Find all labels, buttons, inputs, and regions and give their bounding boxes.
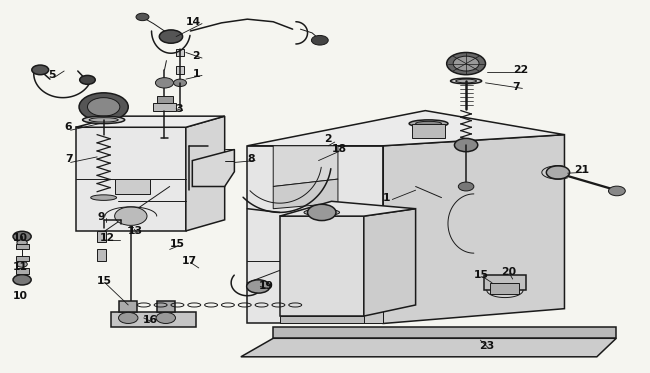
Polygon shape bbox=[111, 312, 196, 327]
Text: 23: 23 bbox=[479, 341, 494, 351]
Polygon shape bbox=[16, 244, 29, 250]
Text: 18: 18 bbox=[332, 144, 346, 154]
Text: 9: 9 bbox=[98, 212, 105, 222]
Circle shape bbox=[17, 261, 27, 267]
Circle shape bbox=[79, 93, 128, 121]
Circle shape bbox=[458, 182, 474, 191]
Polygon shape bbox=[114, 179, 150, 194]
Text: 16: 16 bbox=[142, 315, 157, 325]
Text: 20: 20 bbox=[501, 267, 516, 277]
Polygon shape bbox=[490, 283, 519, 294]
Ellipse shape bbox=[83, 116, 125, 123]
Circle shape bbox=[453, 56, 479, 71]
Text: 1: 1 bbox=[192, 69, 200, 79]
Text: 21: 21 bbox=[574, 165, 590, 175]
Polygon shape bbox=[412, 123, 445, 138]
Text: 14: 14 bbox=[186, 17, 201, 27]
Circle shape bbox=[174, 79, 187, 87]
Polygon shape bbox=[176, 66, 184, 73]
Text: 17: 17 bbox=[181, 256, 196, 266]
Text: 3: 3 bbox=[175, 104, 183, 114]
Polygon shape bbox=[76, 127, 186, 231]
Text: 7: 7 bbox=[65, 154, 72, 164]
Circle shape bbox=[307, 204, 336, 220]
Text: 19: 19 bbox=[259, 282, 274, 291]
Polygon shape bbox=[384, 135, 564, 323]
Circle shape bbox=[136, 13, 149, 21]
Circle shape bbox=[156, 312, 176, 323]
Polygon shape bbox=[280, 216, 364, 316]
Polygon shape bbox=[280, 316, 364, 323]
Text: 10: 10 bbox=[13, 233, 28, 243]
Circle shape bbox=[608, 186, 625, 196]
Polygon shape bbox=[98, 231, 106, 242]
Text: 8: 8 bbox=[248, 154, 255, 164]
Text: 7: 7 bbox=[513, 82, 520, 91]
Ellipse shape bbox=[409, 120, 448, 127]
Text: 15: 15 bbox=[170, 239, 185, 249]
Polygon shape bbox=[16, 268, 29, 273]
Circle shape bbox=[17, 240, 27, 246]
Circle shape bbox=[155, 78, 174, 88]
Text: 11: 11 bbox=[13, 262, 28, 272]
Text: 15: 15 bbox=[474, 270, 489, 280]
Text: 2: 2 bbox=[324, 134, 332, 144]
Polygon shape bbox=[241, 338, 616, 357]
Polygon shape bbox=[16, 256, 29, 261]
Polygon shape bbox=[273, 327, 616, 338]
Polygon shape bbox=[273, 146, 338, 186]
Circle shape bbox=[547, 166, 569, 179]
Polygon shape bbox=[176, 49, 184, 56]
Circle shape bbox=[13, 275, 31, 285]
Text: 15: 15 bbox=[98, 276, 112, 286]
Text: 13: 13 bbox=[127, 226, 143, 236]
Circle shape bbox=[454, 138, 478, 152]
Circle shape bbox=[311, 35, 328, 45]
Text: 6: 6 bbox=[65, 122, 72, 132]
Circle shape bbox=[447, 53, 486, 75]
Polygon shape bbox=[76, 116, 225, 127]
Text: 22: 22 bbox=[513, 65, 528, 75]
Polygon shape bbox=[332, 298, 384, 323]
Circle shape bbox=[13, 231, 31, 242]
Polygon shape bbox=[157, 96, 173, 103]
Polygon shape bbox=[98, 250, 106, 261]
Circle shape bbox=[88, 98, 120, 116]
Circle shape bbox=[118, 312, 138, 323]
Circle shape bbox=[159, 30, 183, 43]
Text: 1: 1 bbox=[384, 192, 391, 203]
Ellipse shape bbox=[456, 79, 476, 83]
Circle shape bbox=[32, 65, 49, 75]
Polygon shape bbox=[484, 275, 526, 290]
Polygon shape bbox=[280, 201, 415, 216]
Ellipse shape bbox=[450, 78, 482, 84]
Circle shape bbox=[247, 280, 270, 293]
Polygon shape bbox=[364, 209, 415, 316]
Polygon shape bbox=[119, 301, 137, 312]
Polygon shape bbox=[273, 179, 338, 209]
Polygon shape bbox=[157, 301, 175, 312]
Text: 5: 5 bbox=[48, 70, 55, 81]
Text: 10: 10 bbox=[13, 291, 28, 301]
Polygon shape bbox=[153, 103, 176, 111]
Polygon shape bbox=[192, 150, 235, 186]
Polygon shape bbox=[248, 111, 564, 146]
Ellipse shape bbox=[91, 195, 116, 200]
Polygon shape bbox=[186, 116, 225, 231]
Text: 2: 2 bbox=[192, 51, 200, 61]
Circle shape bbox=[80, 75, 96, 84]
Ellipse shape bbox=[304, 209, 339, 216]
Ellipse shape bbox=[415, 121, 441, 126]
Polygon shape bbox=[248, 146, 384, 323]
Ellipse shape bbox=[89, 117, 118, 122]
Text: 12: 12 bbox=[99, 233, 115, 243]
Circle shape bbox=[114, 207, 147, 225]
